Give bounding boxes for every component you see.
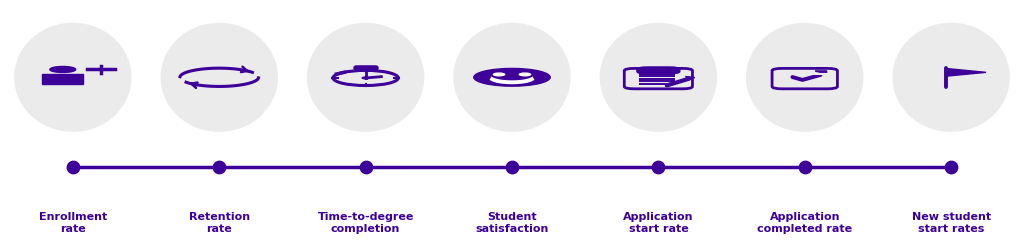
Ellipse shape xyxy=(600,23,717,132)
Polygon shape xyxy=(42,74,83,84)
Text: Student
satisfaction: Student satisfaction xyxy=(475,212,549,234)
Point xyxy=(797,166,813,169)
FancyBboxPatch shape xyxy=(637,67,680,74)
Ellipse shape xyxy=(454,23,570,132)
Point xyxy=(650,166,667,169)
Ellipse shape xyxy=(161,23,278,132)
Ellipse shape xyxy=(892,23,1010,132)
Point xyxy=(943,166,959,169)
Circle shape xyxy=(362,77,369,79)
Ellipse shape xyxy=(14,23,132,132)
Circle shape xyxy=(474,68,550,86)
Circle shape xyxy=(50,66,76,72)
Point xyxy=(504,166,520,169)
Point xyxy=(211,166,227,169)
Point xyxy=(65,166,81,169)
Text: Time-to-degree
completion: Time-to-degree completion xyxy=(317,212,414,234)
Point xyxy=(357,166,374,169)
Polygon shape xyxy=(945,68,986,76)
Ellipse shape xyxy=(746,23,863,132)
Text: Retention
rate: Retention rate xyxy=(188,212,250,234)
Polygon shape xyxy=(814,71,826,74)
Text: New student
start rates: New student start rates xyxy=(911,212,990,234)
Text: Enrollment
rate: Enrollment rate xyxy=(39,212,106,234)
Polygon shape xyxy=(685,77,695,79)
Circle shape xyxy=(494,73,505,76)
Text: Application
completed rate: Application completed rate xyxy=(757,212,852,234)
Circle shape xyxy=(519,73,530,76)
Ellipse shape xyxy=(307,23,424,132)
Text: Application
start rate: Application start rate xyxy=(624,212,693,234)
